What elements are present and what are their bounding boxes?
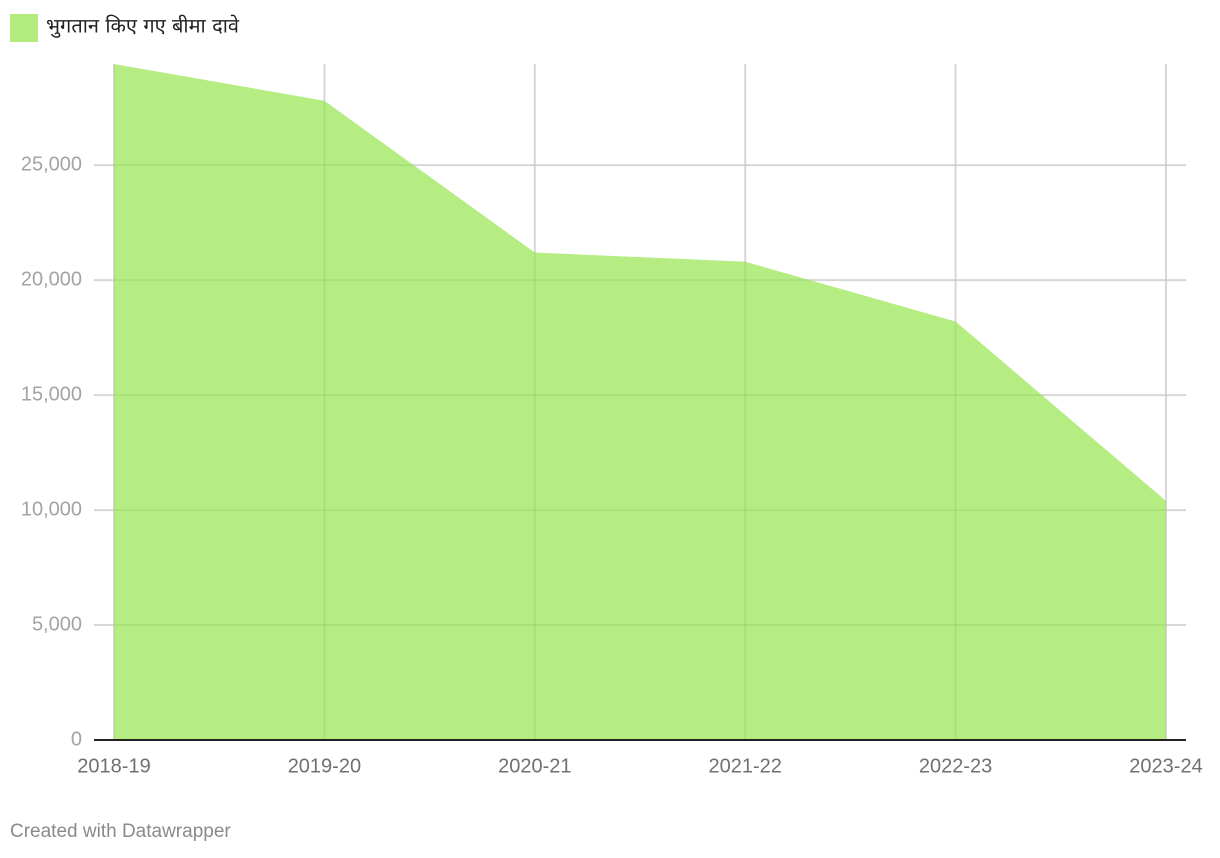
x-tick-label: 2022-23 [919,755,992,777]
y-tick-label: 0 [71,728,82,750]
x-tick-label: 2019-20 [288,755,361,777]
x-tick-label: 2020-21 [498,755,571,777]
x-tick-label: 2021-22 [708,755,781,777]
y-tick-label: 5,000 [32,613,82,635]
x-tick-label: 2023-24 [1129,755,1202,777]
y-tick-label: 10,000 [21,498,82,520]
legend-label: भुगतान किए गए बीमा दावे [46,14,240,39]
y-tick-label: 20,000 [21,268,82,290]
area [114,64,1166,740]
y-tick-label: 25,000 [21,153,82,175]
x-tick-label: 2018-19 [77,755,150,777]
y-tick-label: 15,000 [21,383,82,405]
legend-swatch [10,14,38,42]
footer: Created with Datawrapper [10,821,231,842]
